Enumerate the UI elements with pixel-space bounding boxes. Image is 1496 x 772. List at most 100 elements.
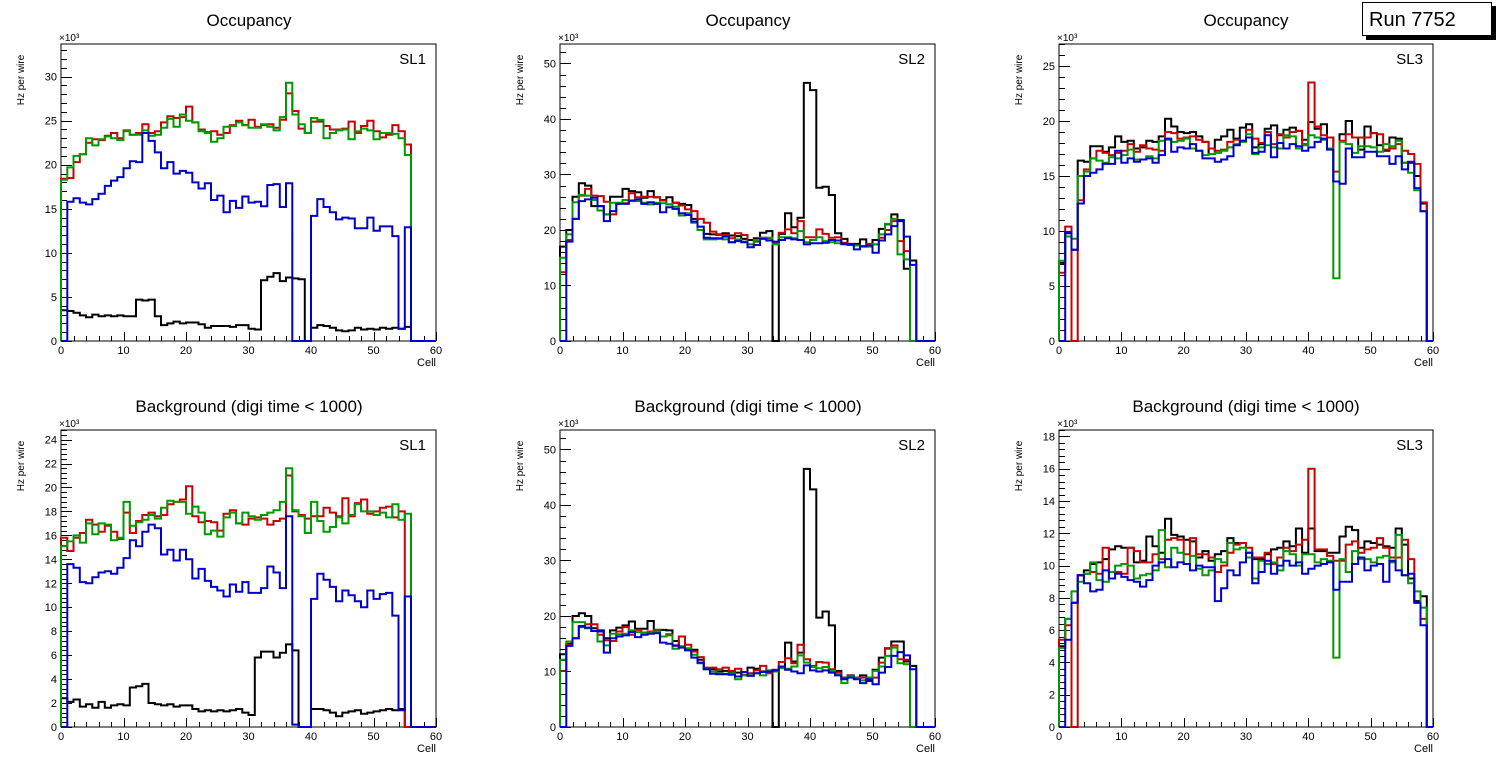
x-tick-label: 40: [1302, 345, 1314, 357]
y-tick-label: 40: [544, 114, 556, 126]
y-tick-label: 20: [544, 611, 556, 623]
y-tick-label: 15: [45, 204, 57, 216]
series-blue-line: [560, 196, 935, 342]
y-axis-label: Hz per wire: [515, 54, 526, 105]
run-label-box: Run 7752: [1362, 2, 1492, 36]
superlayer-label: SL3: [1396, 51, 1423, 68]
y-tick-label: 14: [1043, 496, 1055, 508]
x-axis-label: Cell: [916, 743, 935, 755]
x-tick-label: 20: [1178, 345, 1190, 357]
y-tick-label: 2: [1049, 690, 1055, 702]
y-tick-label: 0: [1049, 722, 1055, 734]
x-tick-label: 0: [58, 345, 64, 357]
series-green-line: [60, 467, 436, 728]
x-tick-label: 60: [929, 731, 941, 743]
y-tick-label: 0: [550, 722, 556, 734]
y-tick-label: 20: [544, 225, 556, 237]
y-tick-label: 16: [45, 530, 57, 542]
y-tick-label: 50: [544, 444, 556, 456]
x-tick-label: 40: [804, 345, 816, 357]
plot-frame: [60, 429, 437, 728]
series-blue-line: [560, 625, 935, 728]
chart-title: Background (digi time < 1000): [634, 397, 861, 416]
y-tick-label: 25: [45, 116, 57, 128]
y-tick-label: 20: [1043, 116, 1055, 128]
x-tick-label: 60: [1427, 345, 1439, 357]
x-tick-label: 30: [1240, 345, 1252, 357]
x-tick-label: 50: [367, 345, 379, 357]
y-tick-label: 6: [51, 650, 57, 662]
y-tick-label: 5: [1049, 281, 1055, 293]
x-tick-label: 30: [741, 731, 753, 743]
series-black-line: [60, 643, 436, 728]
y-tick-label: 8: [1049, 593, 1055, 605]
x-tick-label: 40: [804, 731, 816, 743]
y-tick-label: 15: [1043, 171, 1055, 183]
plot-frame: [559, 429, 936, 728]
y-tick-label: 10: [544, 280, 556, 292]
x-tick-label: 0: [58, 731, 64, 743]
y-tick-label: 10: [45, 602, 57, 614]
y-tick-label: 0: [550, 336, 556, 348]
x-tick-label: 30: [741, 345, 753, 357]
y-tick-label: 8: [51, 626, 57, 638]
chart-panel-6: Background (digi time < 1000)0 10 20 30 40 50…: [1014, 397, 1439, 755]
y-axis-label: Hz per wire: [1014, 440, 1025, 491]
y-axis-label: Hz per wire: [16, 54, 27, 105]
y-tick-label: 25: [1043, 61, 1055, 73]
y-tick-label: 30: [45, 72, 57, 84]
y-tick-label: 22: [45, 459, 57, 471]
y-tick-label: 2: [51, 698, 57, 710]
x-axis-label: Cell: [916, 357, 935, 369]
y-tick-label: 20: [45, 160, 57, 172]
x-tick-label: 50: [1365, 345, 1377, 357]
plot-frame: [1058, 43, 1434, 342]
x-tick-label: 20: [180, 345, 192, 357]
x-tick-label: 20: [679, 345, 691, 357]
y-axis-label: Hz per wire: [16, 440, 27, 491]
series-blue-line: [61, 515, 436, 728]
x-tick-label: 10: [616, 731, 628, 743]
y-tick-label: 12: [45, 578, 57, 590]
x-tick-label: 50: [1365, 731, 1377, 743]
y-exponent-label: ×10³: [59, 33, 80, 44]
y-tick-label: 4: [51, 674, 57, 686]
series-green-line: [60, 81, 436, 342]
y-tick-label: 14: [45, 554, 57, 566]
x-tick-label: 0: [557, 731, 563, 743]
y-tick-label: 0: [51, 722, 57, 734]
chart-title: Occupancy: [206, 11, 292, 30]
y-exponent-label: ×10³: [59, 419, 80, 430]
series-blue-line: [1059, 134, 1433, 342]
series-green-line: [1058, 529, 1433, 728]
y-tick-label: 10: [1043, 561, 1055, 573]
y-tick-label: 20: [45, 482, 57, 494]
series-red-line: [1058, 467, 1433, 728]
x-tick-label: 30: [1240, 731, 1252, 743]
series-green-line: [1058, 133, 1433, 342]
x-tick-label: 0: [1056, 345, 1062, 357]
y-exponent-label: ×10³: [1057, 33, 1078, 44]
y-tick-label: 30: [544, 169, 556, 181]
chart-title: Background (digi time < 1000): [135, 397, 362, 416]
x-tick-label: 20: [679, 731, 691, 743]
superlayer-label: SL2: [898, 437, 925, 454]
x-tick-label: 30: [242, 731, 254, 743]
y-exponent-label: ×10³: [558, 33, 579, 44]
plot-frame: [559, 43, 936, 342]
x-tick-label: 10: [616, 345, 628, 357]
x-tick-label: 40: [305, 731, 317, 743]
series-blue-line: [1059, 551, 1433, 728]
y-tick-label: 5: [51, 292, 57, 304]
y-axis-label: Hz per wire: [515, 440, 526, 491]
x-tick-label: 10: [1115, 345, 1127, 357]
x-tick-label: 50: [866, 731, 878, 743]
x-tick-label: 50: [866, 345, 878, 357]
y-exponent-label: ×10³: [558, 419, 579, 430]
x-tick-label: 10: [1115, 731, 1127, 743]
y-exponent-label: ×10³: [1057, 419, 1078, 430]
chart-panel-4: Background (digi time < 1000)0 10 20 30 40 50…: [16, 397, 442, 755]
